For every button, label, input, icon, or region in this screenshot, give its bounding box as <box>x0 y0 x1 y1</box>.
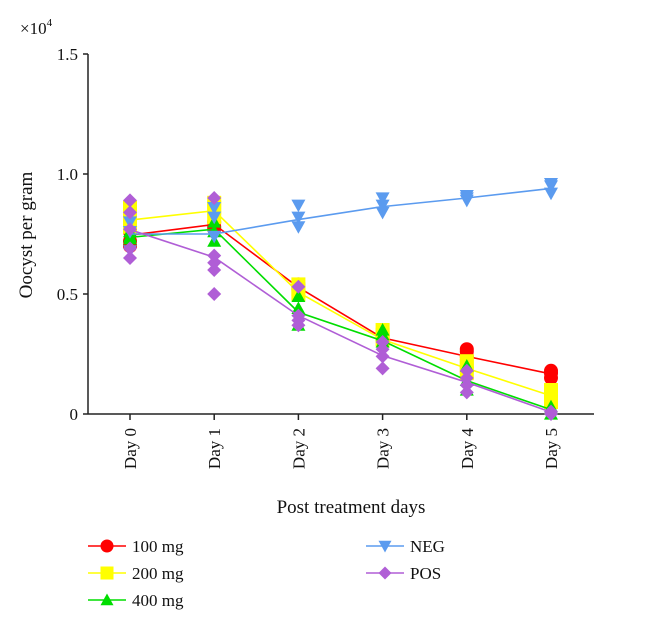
marker-diamond <box>207 191 222 205</box>
marker-diamond <box>459 363 474 378</box>
x-tick-label: Day 3 <box>374 428 393 469</box>
y-tick-label: 1.0 <box>57 165 78 184</box>
marker-triangle-down <box>207 211 222 225</box>
marker-triangle-up <box>291 301 306 314</box>
marker-diamond <box>375 342 390 357</box>
marker-diamond <box>123 205 137 220</box>
legend-label: 200 mg <box>132 564 184 583</box>
legend-label: 400 mg <box>132 591 184 610</box>
legend-item: 100 mg <box>88 537 184 556</box>
series-line <box>129 228 552 413</box>
marker-diamond <box>123 251 137 265</box>
y-multiplier: ×104 <box>20 17 53 38</box>
legend-item: POS <box>366 564 441 583</box>
marker-triangle-down <box>378 540 392 553</box>
y-axis-label: Oocyst per gram <box>16 171 37 298</box>
plot-area <box>123 178 558 421</box>
legend-item: 200 mg <box>88 564 184 583</box>
marker-triangle-down <box>459 190 474 203</box>
x-tick-label: Day 0 <box>121 428 140 469</box>
marker-diamond <box>207 287 222 301</box>
legend-item: NEG <box>366 537 445 556</box>
marker-diamond <box>123 193 137 208</box>
marker-square <box>100 566 114 580</box>
marker-circle <box>544 363 558 378</box>
x-tick-label: Day 4 <box>458 428 477 470</box>
legend-label: POS <box>410 564 441 583</box>
series-line <box>129 223 552 375</box>
marker-diamond <box>375 335 390 349</box>
marker-diamond <box>123 222 137 237</box>
marker-triangle-down <box>291 211 306 225</box>
series-line <box>130 187 552 235</box>
marker-diamond <box>123 241 137 256</box>
y-tick-label: 1.5 <box>57 45 78 64</box>
marker-diamond <box>378 566 392 580</box>
legend-label: 100 mg <box>132 537 184 556</box>
marker-circle <box>100 539 114 553</box>
marker-triangle-down <box>375 192 390 205</box>
marker-triangle-down <box>291 221 306 234</box>
series-pos <box>123 191 558 421</box>
y-tick-label: 0 <box>70 405 79 424</box>
series-neg <box>123 178 558 258</box>
legend: 100 mg 200 mg 400 mg NEG POS <box>88 537 445 610</box>
marker-triangle-up <box>100 593 114 606</box>
legend-label: NEG <box>410 537 445 556</box>
marker-diamond <box>207 263 222 277</box>
x-tick-label: Day 5 <box>542 428 561 469</box>
series-line <box>129 228 552 411</box>
marker-diamond <box>207 255 222 270</box>
x-tick-label: Day 2 <box>289 428 308 469</box>
marker-square <box>544 383 558 397</box>
marker-diamond <box>291 279 306 294</box>
marker-triangle-down <box>207 202 222 215</box>
marker-triangle-up <box>375 323 390 336</box>
series-100-mg <box>123 215 558 385</box>
marker-triangle-down <box>375 206 390 220</box>
legend-item: 400 mg <box>88 591 184 610</box>
marker-triangle-down <box>544 187 558 201</box>
y-tick-label: 0.5 <box>57 285 78 304</box>
marker-triangle-down <box>291 199 306 213</box>
series-line <box>129 209 552 397</box>
axes: 0 0.5 1.0 1.5 Day 0 Day 1 Day 2 Day 3 Day 4 Day 5 <box>57 45 594 469</box>
series-400-mg <box>123 215 558 420</box>
marker-triangle-down <box>544 178 558 191</box>
marker-diamond <box>375 361 390 376</box>
marker-triangle-up <box>291 289 306 302</box>
x-axis-label: Post treatment days <box>277 497 426 518</box>
x-tick-label: Day 1 <box>205 428 224 469</box>
marker-diamond <box>459 385 474 400</box>
